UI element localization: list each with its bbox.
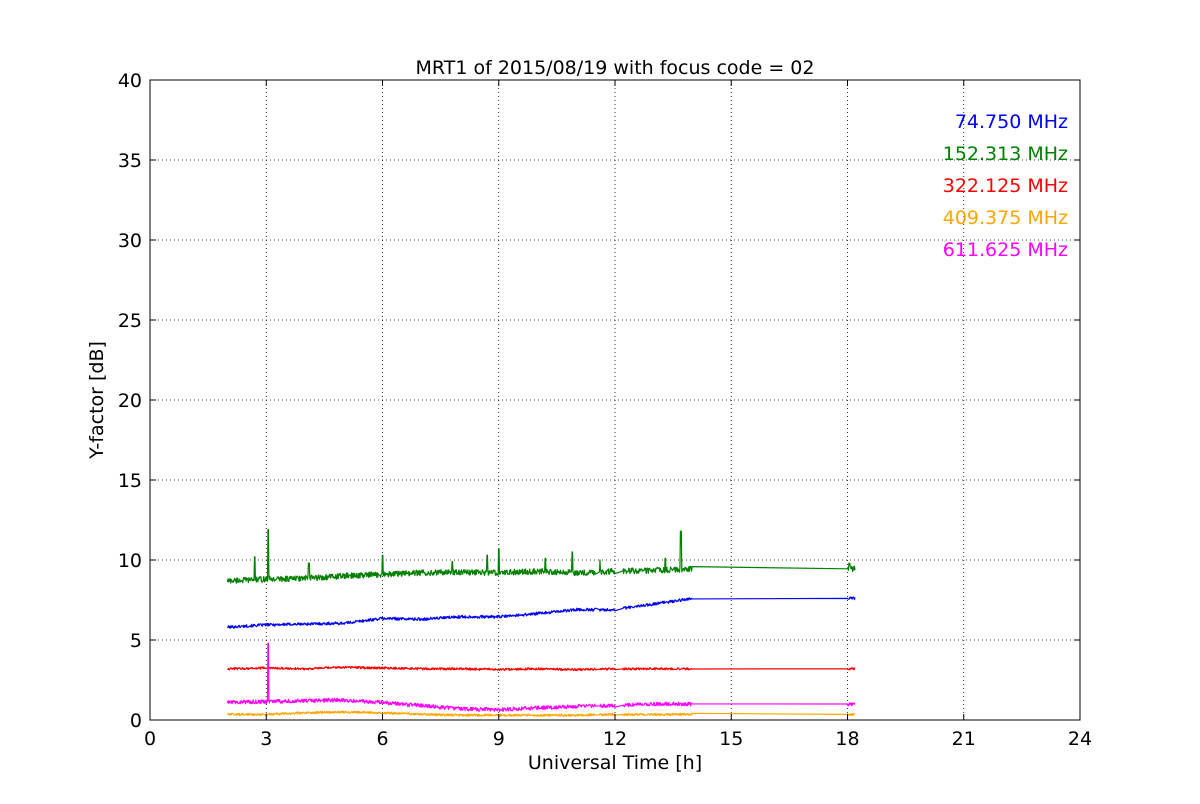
grid-lines [150, 80, 1080, 720]
chart-title: MRT1 of 2015/08/19 with focus code = 02 [416, 57, 815, 79]
x-tick-label: 3 [260, 728, 272, 750]
series-line [227, 596, 856, 629]
x-tick-label: 6 [376, 728, 388, 750]
series-line [227, 710, 856, 717]
y-axis-label: Y-factor [dB] [86, 341, 108, 460]
legend-entry: 74.750 MHz [955, 111, 1068, 133]
legend-entry: 152.313 MHz [943, 143, 1068, 165]
y-tick-label: 35 [118, 150, 142, 172]
x-tick-label: 9 [493, 728, 505, 750]
series-line [227, 665, 856, 672]
axis-ticks: 0 3 6 9 12 15 18 21 24 0 5 10 15 20 25 30 35 40 [118, 70, 1092, 750]
x-axis-label: Universal Time [h] [528, 752, 702, 774]
y-tick-label: 0 [130, 710, 142, 732]
y-tick-label: 40 [118, 70, 142, 92]
x-tick-label: 18 [835, 728, 859, 750]
legend-entry: 611.625 MHz [943, 239, 1068, 261]
x-tick-label: 0 [144, 728, 156, 750]
y-tick-label: 20 [118, 390, 142, 412]
y-tick-label: 30 [118, 230, 142, 252]
series-lines [226, 529, 856, 717]
series-line [226, 529, 856, 584]
legend-entry: 409.375 MHz [943, 207, 1068, 229]
series-line [226, 642, 856, 713]
y-tick-label: 15 [118, 470, 142, 492]
x-tick-label: 24 [1068, 728, 1092, 750]
legend: 74.750 MHz 152.313 MHz 322.125 MHz 409.375 … [943, 111, 1068, 261]
y-tick-label: 5 [130, 630, 142, 652]
x-tick-label: 12 [603, 728, 627, 750]
y-tick-label: 25 [118, 310, 142, 332]
legend-entry: 322.125 MHz [943, 175, 1068, 197]
x-tick-label: 15 [719, 728, 743, 750]
y-tick-label: 10 [118, 550, 142, 572]
x-tick-label: 21 [952, 728, 976, 750]
